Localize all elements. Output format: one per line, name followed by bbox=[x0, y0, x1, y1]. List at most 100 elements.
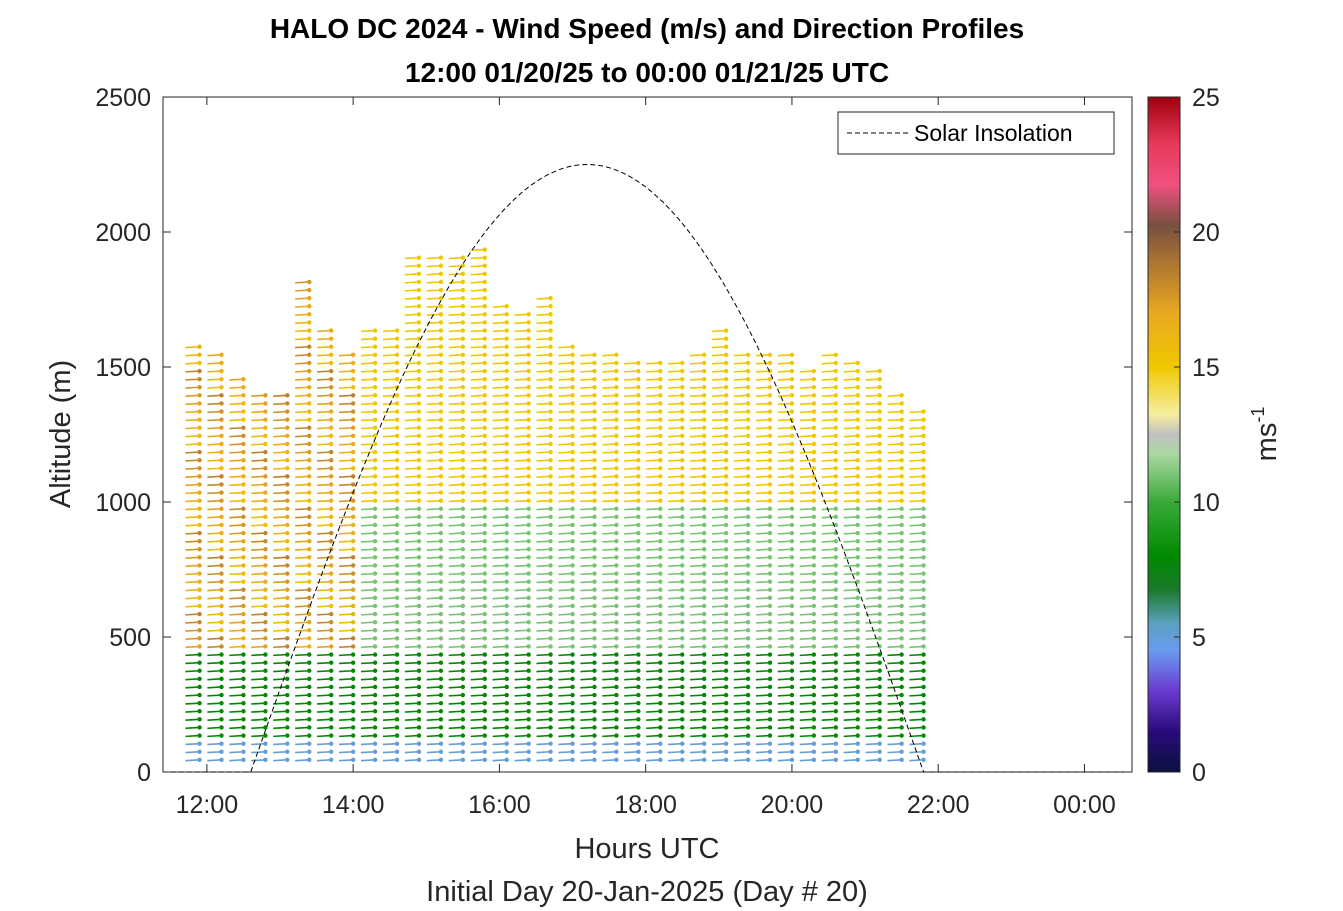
wind-barb bbox=[711, 645, 727, 649]
wind-barb-point bbox=[723, 376, 729, 382]
wind-barb bbox=[843, 718, 858, 721]
wind-barb-point bbox=[329, 628, 334, 633]
wind-barb-point bbox=[680, 457, 685, 463]
wind-barb bbox=[295, 362, 310, 365]
wind-barb-point bbox=[526, 506, 531, 511]
wind-barb bbox=[668, 588, 683, 592]
wind-barb-point bbox=[658, 684, 663, 690]
wind-barb-point bbox=[636, 684, 641, 690]
wind-barb bbox=[360, 661, 376, 665]
wind-barb bbox=[690, 556, 705, 559]
wind-barb bbox=[185, 394, 200, 397]
wind-barb bbox=[492, 597, 507, 600]
wind-barb-point bbox=[307, 433, 312, 439]
wind-barb bbox=[602, 443, 617, 446]
wind-barb bbox=[624, 491, 639, 495]
wind-barb-point bbox=[899, 741, 904, 746]
wind-barb-point bbox=[350, 409, 356, 414]
wind-barb-point bbox=[723, 579, 729, 584]
wind-barb-point bbox=[219, 725, 224, 730]
wind-barb bbox=[492, 329, 507, 333]
wind-barb-point bbox=[921, 749, 926, 754]
wind-barb bbox=[470, 386, 485, 389]
colorbar-tick-label: 25 bbox=[1192, 84, 1220, 112]
wind-barb bbox=[602, 540, 617, 543]
wind-barb bbox=[251, 597, 266, 600]
wind-barb-point bbox=[921, 733, 926, 738]
wind-barb bbox=[470, 451, 485, 454]
wind-barb-point bbox=[921, 466, 926, 471]
wind-barb bbox=[185, 613, 200, 616]
wind-barb bbox=[251, 556, 266, 559]
wind-barb-point bbox=[548, 571, 553, 576]
wind-barb-point bbox=[438, 595, 444, 601]
wind-barb bbox=[295, 653, 310, 657]
wind-barb bbox=[229, 475, 244, 478]
wind-barb bbox=[536, 742, 551, 746]
wind-barb-point bbox=[263, 676, 268, 682]
wind-barb-point bbox=[526, 360, 531, 366]
wind-barb-point bbox=[701, 725, 707, 730]
wind-barb bbox=[514, 345, 529, 349]
wind-barb-point bbox=[504, 538, 509, 544]
wind-barb bbox=[602, 588, 617, 592]
wind-barb bbox=[777, 621, 792, 624]
wind-barb-point bbox=[811, 555, 817, 560]
wind-barb bbox=[229, 645, 244, 649]
wind-barb bbox=[602, 507, 617, 511]
wind-barb-point bbox=[680, 425, 685, 430]
wind-barb-point bbox=[460, 644, 466, 649]
wind-barb-point bbox=[811, 409, 817, 414]
wind-barb-point bbox=[658, 603, 663, 609]
wind-barb-point bbox=[636, 385, 641, 390]
wind-barb bbox=[799, 645, 814, 649]
wind-barb bbox=[338, 491, 354, 495]
wind-barb bbox=[251, 564, 266, 568]
wind-barb bbox=[295, 329, 310, 333]
wind-barb-point bbox=[285, 393, 290, 398]
colorbar-label-base: ms bbox=[1251, 423, 1283, 462]
wind-barb-point bbox=[394, 628, 400, 633]
wind-barb-point bbox=[241, 474, 246, 479]
wind-barb-point bbox=[921, 457, 926, 463]
wind-barb-point bbox=[680, 595, 685, 601]
wind-barb bbox=[470, 378, 485, 381]
wind-barb-point bbox=[636, 376, 641, 382]
legend: Solar Insolation bbox=[837, 111, 1115, 155]
wind-barb-point bbox=[570, 709, 575, 714]
wind-barb bbox=[514, 597, 529, 600]
wind-barb-point bbox=[570, 749, 575, 754]
wind-barb bbox=[777, 435, 792, 438]
wind-barb bbox=[755, 645, 771, 649]
wind-barb-point bbox=[855, 474, 860, 479]
wind-barb bbox=[382, 702, 398, 705]
wind-barb-point bbox=[701, 360, 707, 366]
wind-barb-point bbox=[723, 482, 729, 487]
wind-barb bbox=[843, 613, 858, 616]
wind-barb-point bbox=[460, 287, 466, 293]
wind-barb bbox=[251, 580, 266, 584]
wind-barb bbox=[865, 621, 880, 624]
wind-barb-point bbox=[416, 692, 422, 698]
wind-barb-point bbox=[680, 514, 685, 520]
wind-barb-point bbox=[855, 368, 860, 374]
wind-barb bbox=[470, 370, 485, 373]
wind-barb-point bbox=[877, 441, 882, 447]
wind-barb bbox=[755, 483, 771, 487]
wind-barb-point bbox=[460, 417, 466, 422]
wind-barb bbox=[602, 418, 617, 422]
wind-barb-point bbox=[482, 287, 487, 293]
wind-barb-point bbox=[438, 304, 444, 309]
x-axis-label: Hours UTC bbox=[574, 833, 719, 865]
wind-barb bbox=[580, 734, 595, 738]
wind-barb-point bbox=[921, 676, 926, 682]
wind-barb-point bbox=[921, 636, 926, 641]
wind-barb bbox=[229, 459, 244, 462]
wind-barb bbox=[404, 613, 420, 616]
wind-barb bbox=[755, 726, 771, 730]
wind-barb-point bbox=[877, 449, 882, 455]
wind-barb bbox=[799, 499, 814, 503]
wind-barb bbox=[317, 370, 332, 373]
wind-barb-point bbox=[658, 668, 663, 673]
